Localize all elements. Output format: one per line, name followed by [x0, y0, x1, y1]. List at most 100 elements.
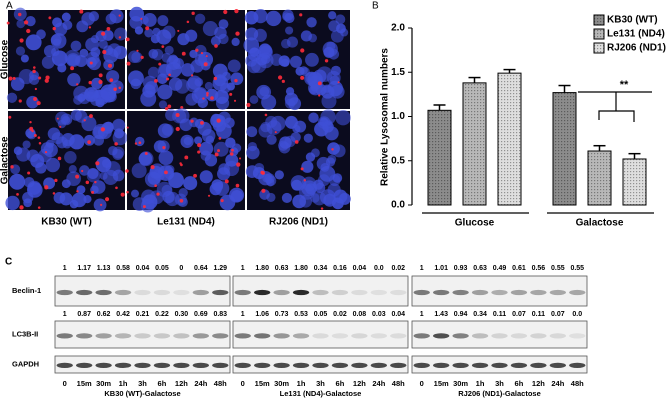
lysosome — [44, 185, 49, 190]
nucleus — [47, 127, 61, 141]
lysosome — [140, 55, 144, 59]
nucleus — [9, 173, 26, 190]
lysosome — [109, 78, 114, 83]
lysosome — [85, 180, 90, 185]
nucleus — [191, 87, 208, 104]
blot-band — [192, 362, 209, 368]
lysosome — [88, 80, 92, 85]
column-label: Le131 (ND4) — [157, 217, 215, 228]
time-label: 6h — [515, 379, 524, 388]
blot-band — [212, 289, 229, 296]
blot-band — [569, 289, 586, 296]
lysosome — [100, 127, 106, 132]
time-label: 0 — [241, 379, 245, 388]
lysosome — [52, 26, 56, 31]
lysosome — [300, 75, 305, 80]
lysosome — [33, 66, 36, 69]
blot-band — [234, 362, 251, 368]
lysosome — [91, 190, 95, 194]
blot-band — [192, 333, 209, 339]
group-caption: KB30 (WT)-Galactose — [104, 389, 180, 398]
blot-band — [273, 333, 290, 339]
nucleus — [140, 90, 157, 107]
nucleus — [204, 81, 213, 90]
nucleus — [270, 53, 283, 66]
lysosome — [17, 12, 22, 17]
lysosome — [261, 188, 266, 193]
nucleus — [299, 194, 313, 208]
densitometry-value: 0.55 — [551, 265, 565, 272]
lysosome — [18, 99, 22, 103]
nucleus — [129, 6, 145, 22]
lysosome — [104, 197, 110, 202]
blot-band — [312, 362, 329, 368]
nucleus — [83, 194, 92, 204]
blot-band — [292, 362, 310, 368]
blot-band — [153, 362, 171, 368]
lysosome — [223, 9, 228, 15]
nucleus — [56, 136, 68, 149]
nucleus — [231, 37, 240, 47]
nucleus — [152, 27, 161, 36]
lysosome — [218, 137, 222, 140]
nucleus — [199, 141, 214, 156]
blot-band — [331, 289, 349, 296]
lysosome — [45, 75, 50, 80]
lysosome — [52, 192, 56, 195]
nucleus — [112, 118, 126, 132]
lysosome — [26, 28, 31, 34]
nucleus — [84, 134, 95, 146]
blot-membrane — [232, 275, 409, 307]
nucleus — [164, 45, 174, 55]
lysosome — [154, 184, 157, 188]
blot-band — [491, 362, 508, 368]
blot-band — [413, 289, 430, 296]
lysosome — [138, 141, 142, 145]
nucleus — [157, 84, 173, 100]
lysosome — [79, 9, 84, 14]
lysosome — [56, 117, 59, 120]
blot-band — [452, 289, 469, 296]
blot-band — [433, 289, 450, 296]
densitometry-value: 0.34 — [314, 265, 328, 272]
lysosome — [107, 63, 113, 68]
nucleus — [314, 121, 329, 137]
nucleus — [156, 181, 173, 198]
lysosome — [38, 142, 42, 145]
nucleus — [150, 34, 160, 44]
nucleus — [73, 95, 83, 105]
blot-band — [549, 333, 566, 339]
blot-row-label: GAPDH — [12, 359, 39, 368]
blot-band — [370, 333, 388, 339]
lysosome — [19, 38, 24, 43]
nucleus — [131, 163, 147, 179]
densitometry-value: 0.04 — [353, 265, 367, 272]
lysosome — [114, 142, 118, 146]
densitometry-value: 0.11 — [493, 311, 506, 318]
densitometry-value: 1 — [241, 265, 245, 272]
column-label: RJ206 (ND1) — [269, 217, 328, 228]
lysosome — [193, 173, 197, 178]
time-label: 30m — [96, 379, 111, 388]
nucleus — [86, 168, 101, 183]
nucleus — [223, 160, 240, 177]
nucleus — [69, 134, 85, 150]
bar-texture — [428, 110, 451, 205]
lysosome — [166, 77, 170, 81]
densitometry-value: 0.04 — [391, 311, 405, 318]
time-label: 1h — [297, 379, 306, 388]
panel-label: A — [6, 1, 13, 12]
lysosome — [126, 126, 129, 129]
nucleus — [76, 185, 86, 194]
annotation: ** — [620, 79, 629, 91]
nucleus — [64, 151, 77, 164]
row-label: Galactose — [0, 136, 11, 184]
nucleus — [327, 154, 337, 164]
lysosome — [136, 49, 139, 52]
nucleus — [308, 112, 319, 123]
blot-band — [413, 333, 430, 339]
lysosome — [230, 148, 234, 152]
bar-texture — [498, 73, 521, 205]
blot-band — [549, 362, 566, 368]
